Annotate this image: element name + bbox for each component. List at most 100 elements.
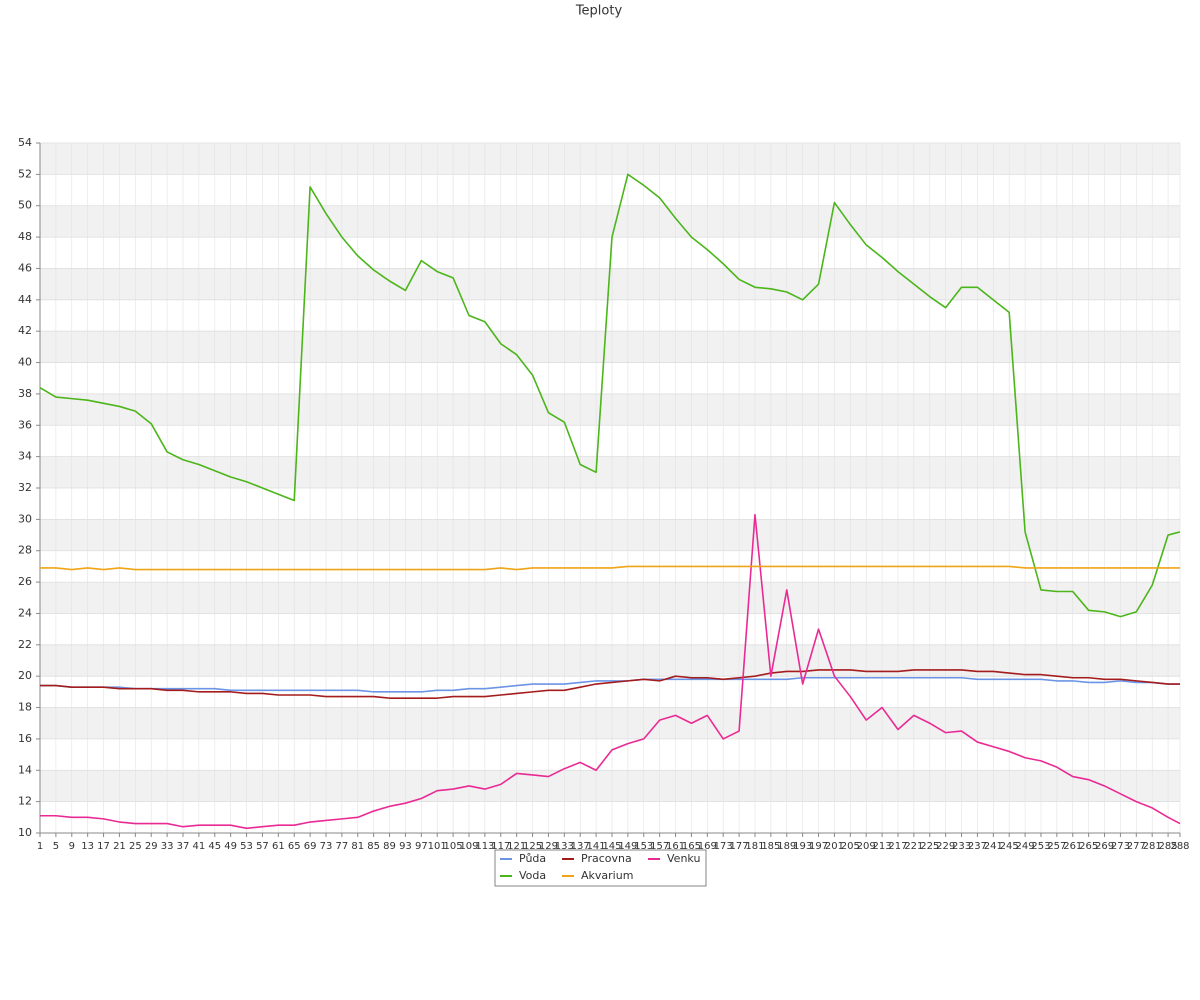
y-tick-label: 46 (18, 261, 32, 274)
x-tick-label: 97 (415, 841, 428, 852)
x-tick-label: 201 (825, 841, 844, 852)
y-tick-label: 44 (18, 293, 32, 306)
x-tick-label: 41 (193, 841, 206, 852)
grid-band (40, 456, 1180, 488)
x-tick-label: 229 (936, 841, 955, 852)
y-tick-label: 30 (18, 512, 32, 525)
x-tick-label: 65 (288, 841, 301, 852)
x-tick-label: 213 (873, 841, 892, 852)
y-tick-label: 10 (18, 826, 32, 839)
x-tick-label: 129 (539, 841, 558, 852)
x-tick-label: 109 (459, 841, 478, 852)
grid-band (40, 519, 1180, 551)
x-tick-label: 253 (1031, 841, 1050, 852)
x-tick-label: 153 (634, 841, 653, 852)
x-tick-label: 265 (1079, 841, 1098, 852)
grid-band (40, 582, 1180, 614)
x-tick-label: 113 (475, 841, 494, 852)
x-tick-label: 89 (383, 841, 396, 852)
y-tick-label: 42 (18, 324, 32, 337)
legend-label: Pracovna (581, 852, 632, 865)
x-tick-label: 269 (1095, 841, 1114, 852)
x-tick-label: 29 (145, 841, 158, 852)
x-tick-label: 61 (272, 841, 285, 852)
y-tick-label: 36 (18, 418, 32, 431)
x-tick-label: 141 (587, 841, 606, 852)
y-tick-label: 32 (18, 481, 32, 494)
x-tick-label: 105 (444, 841, 463, 852)
y-tick-label: 22 (18, 638, 32, 651)
x-tick-label: 288 (1170, 841, 1189, 852)
x-tick-label: 53 (240, 841, 253, 852)
grid-band (40, 331, 1180, 363)
x-tick-label: 93 (399, 841, 412, 852)
x-tick-label: 21 (113, 841, 126, 852)
x-tick-label: 33 (161, 841, 174, 852)
x-tick-label: 81 (351, 841, 364, 852)
y-tick-label: 28 (18, 544, 32, 557)
x-tick-label: 25 (129, 841, 142, 852)
series-line (40, 513, 1181, 830)
x-tick-label: 45 (208, 841, 221, 852)
x-tick-label: 241 (984, 841, 1003, 852)
x-tick-label: 281 (1143, 841, 1162, 852)
x-tick-label: 221 (904, 841, 923, 852)
x-tick-label: 69 (304, 841, 317, 852)
x-tick-label: 245 (1000, 841, 1019, 852)
x-tick-label: 37 (177, 841, 190, 852)
x-tick-label: 133 (555, 841, 574, 852)
x-tick-label: 197 (809, 841, 828, 852)
grid-band (40, 393, 1180, 426)
y-tick-label: 18 (18, 701, 32, 714)
series-line (39, 173, 1181, 618)
x-tick-label: 209 (857, 841, 876, 852)
x-tick-label: 73 (320, 841, 333, 852)
x-tick-label: 177 (730, 841, 749, 852)
x-tick-label: 161 (666, 841, 685, 852)
y-tick-label: 38 (18, 387, 32, 400)
x-tick-label: 185 (761, 841, 780, 852)
x-tick-label: 85 (367, 841, 380, 852)
x-tick-label: 285 (1159, 841, 1178, 852)
y-tick-label: 50 (18, 199, 32, 212)
x-tick-label: 233 (952, 841, 971, 852)
x-tick-label: 277 (1127, 841, 1146, 852)
x-tick-label: 237 (968, 841, 987, 852)
y-tick-label: 34 (18, 450, 32, 463)
x-tick-label: 57 (256, 841, 269, 852)
y-tick-label: 14 (18, 763, 32, 776)
x-tick-label: 169 (698, 841, 717, 852)
y-tick-label: 24 (18, 606, 32, 619)
x-tick-label: 149 (618, 841, 637, 852)
y-tick-label: 40 (18, 356, 32, 369)
grid-band (40, 707, 1180, 739)
legend-label: Akvarium (581, 869, 633, 882)
series-line (40, 565, 1180, 571)
grid-band (40, 205, 1180, 238)
grid-band (40, 143, 1180, 175)
x-tick-label: 125 (523, 841, 542, 852)
x-tick-label: 173 (714, 841, 733, 852)
x-tick-label: 189 (777, 841, 796, 852)
legend-label: Voda (519, 869, 546, 882)
x-tick-label: 121 (507, 841, 526, 852)
y-tick-label: 48 (18, 230, 32, 243)
x-tick-label: 273 (1111, 841, 1130, 852)
x-tick-label: 205 (841, 841, 860, 852)
x-tick-label: 157 (650, 841, 669, 852)
x-tick-label: 165 (682, 841, 701, 852)
series-line (40, 669, 1180, 699)
x-tick-label: 5 (53, 841, 59, 852)
legend-label: Venku (667, 852, 700, 865)
x-tick-label: 181 (745, 841, 764, 852)
x-tick-label: 249 (1016, 841, 1035, 852)
x-tick-label: 17 (97, 841, 110, 852)
x-tick-label: 261 (1063, 841, 1082, 852)
x-tick-label: 217 (888, 841, 907, 852)
x-tick-label: 49 (224, 841, 237, 852)
x-tick-label: 1 (37, 841, 43, 852)
y-tick-label: 12 (18, 795, 32, 808)
x-tick-label: 117 (491, 841, 510, 852)
grid-band (40, 770, 1180, 802)
